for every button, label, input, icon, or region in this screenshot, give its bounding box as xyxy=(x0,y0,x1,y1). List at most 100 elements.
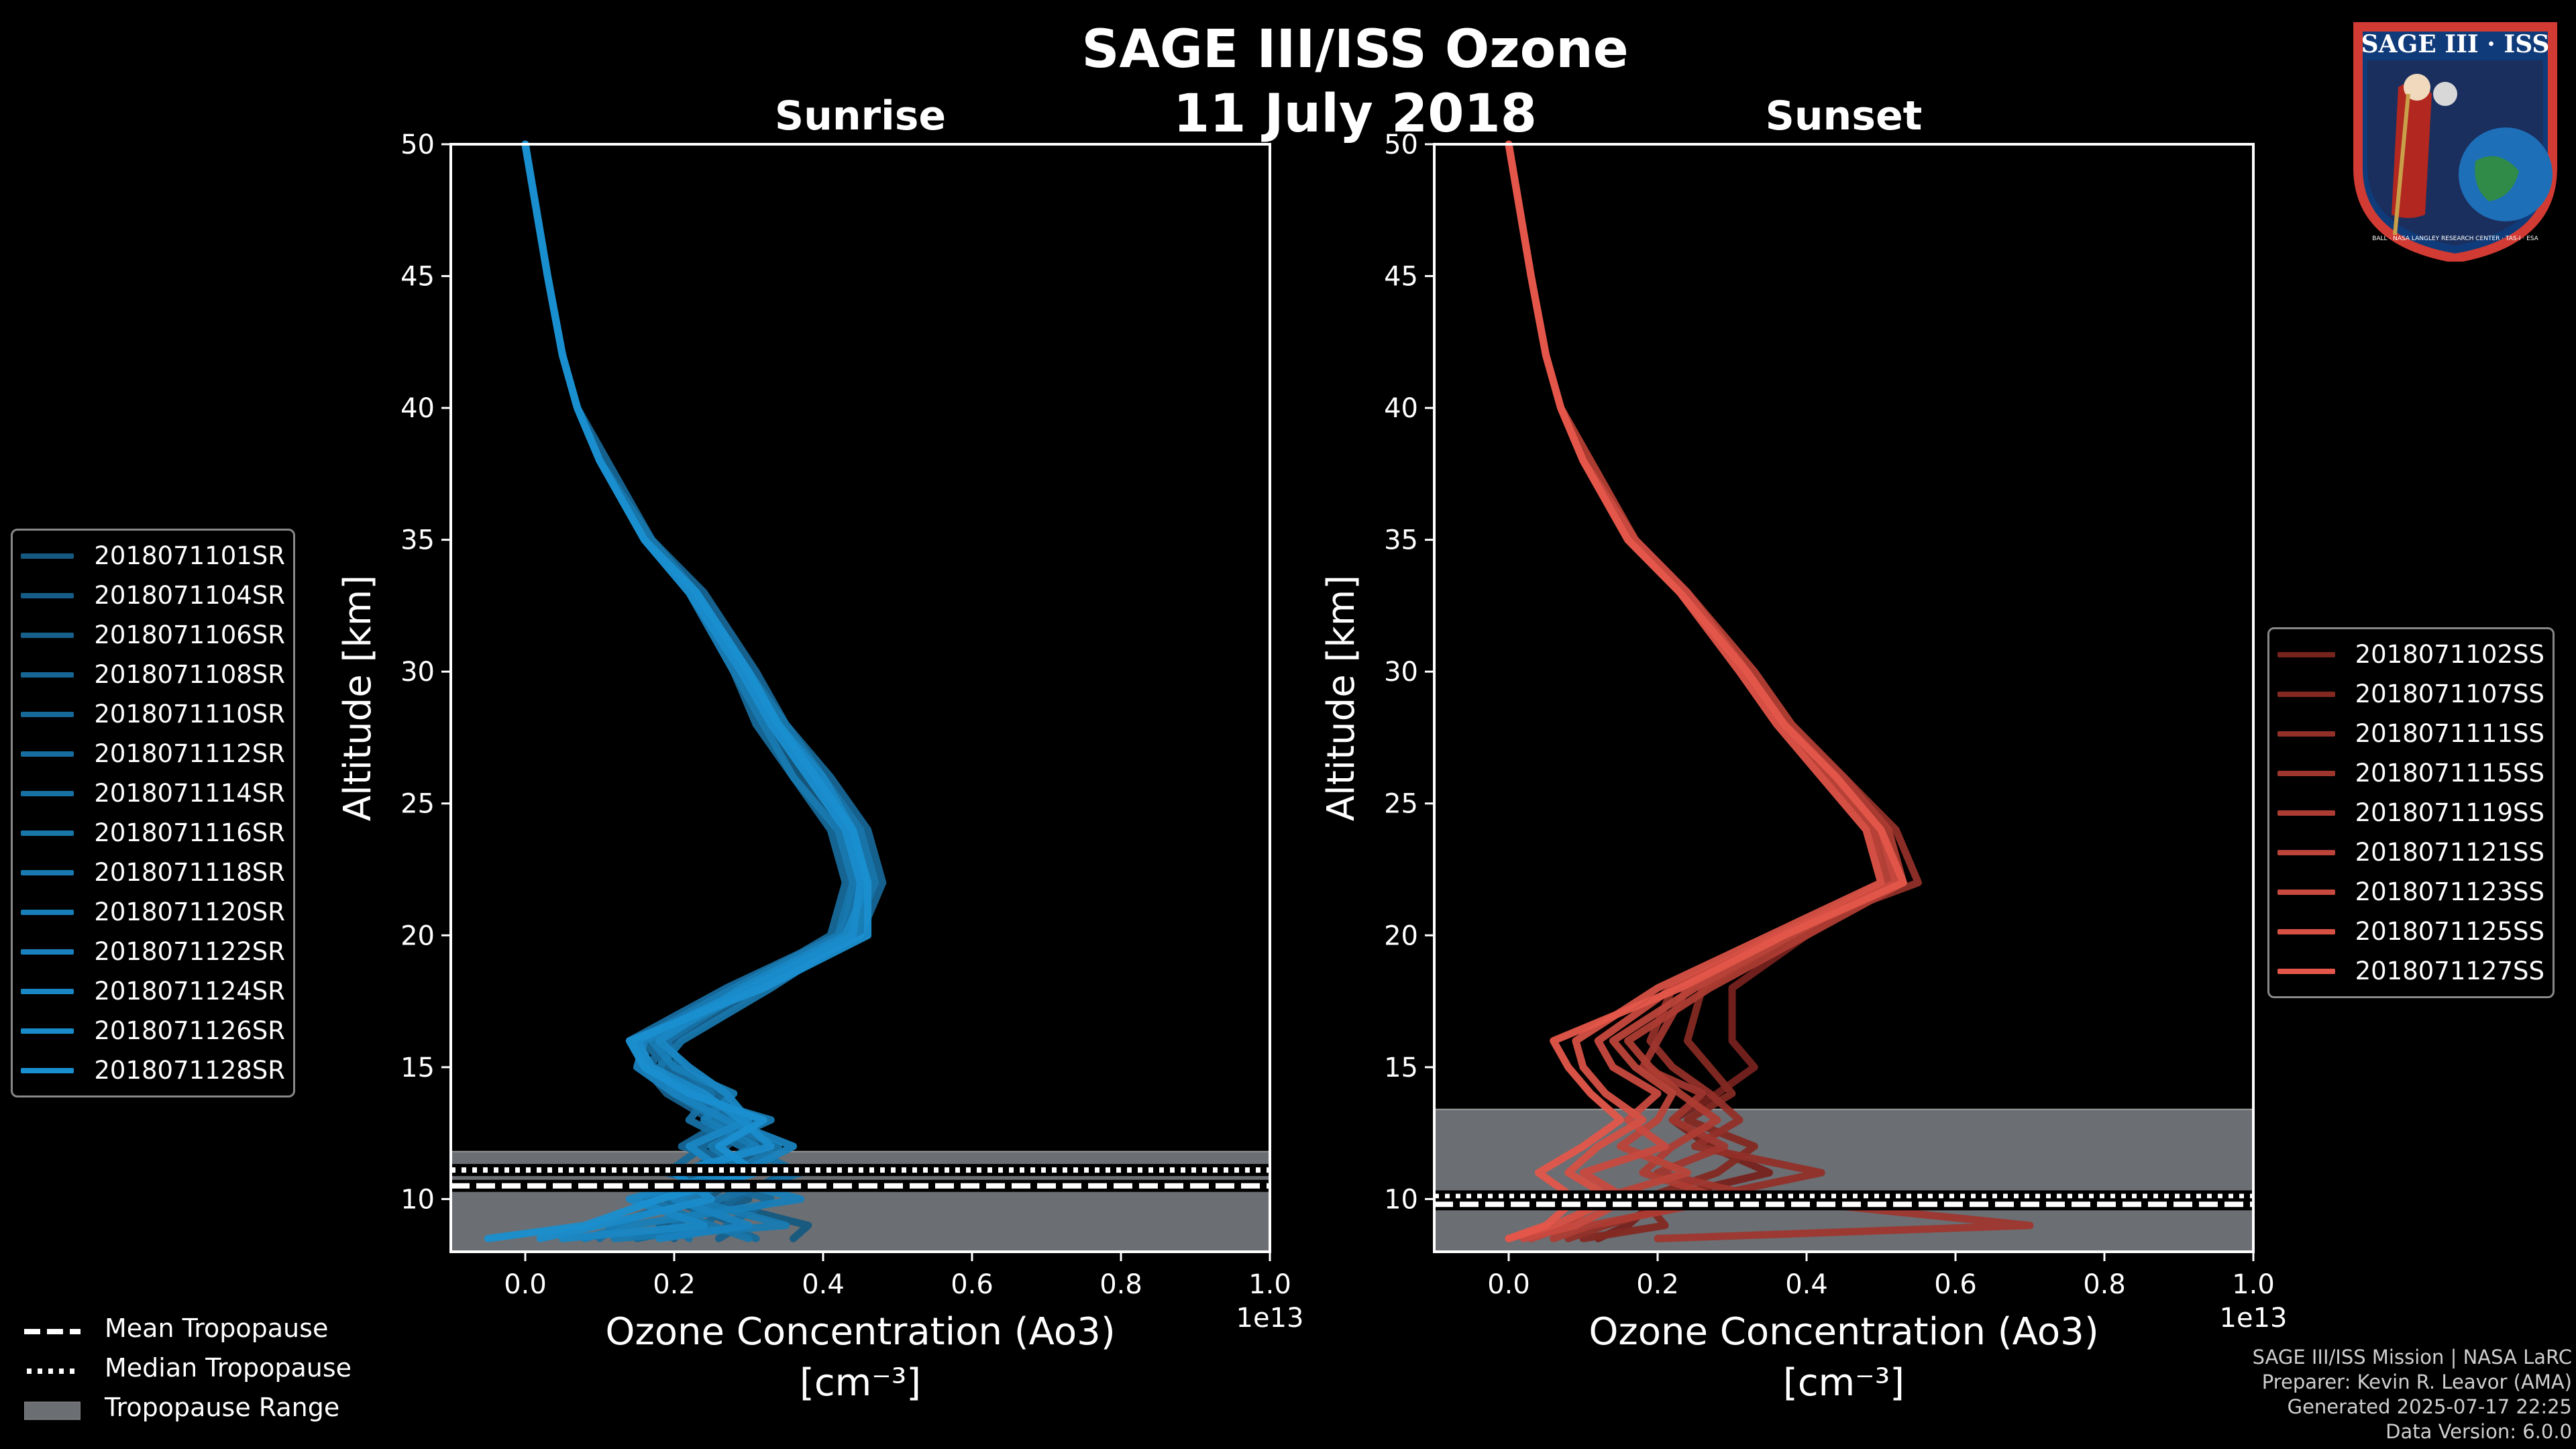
title-line: SAGE III/ISS Ozone xyxy=(1081,19,1629,80)
legend-entry: 2018071112SR xyxy=(21,734,285,773)
legend-swatch xyxy=(2277,968,2335,974)
credit-line: Generated 2025-07-17 22:25 xyxy=(2287,1395,2572,1418)
x-tick-label: 1.0 xyxy=(2232,1269,2275,1300)
legend-entry: 2018071111SS xyxy=(2277,714,2544,753)
legend-swatch xyxy=(21,711,74,717)
legend-swatch xyxy=(21,949,74,955)
series-line-2018071121SS xyxy=(1505,140,1892,1242)
y-tick-label: 35 xyxy=(1384,525,1418,556)
x-tick-label: 0.4 xyxy=(802,1269,845,1300)
legend-swatch xyxy=(2277,889,2335,895)
legend-swatch xyxy=(21,830,74,836)
legend-swatch xyxy=(2277,810,2335,816)
x-axis-label: Ozone Concentration (Ao3) xyxy=(1589,1310,2098,1354)
legend-label: Tropopause Range xyxy=(105,1392,340,1422)
legend-entry: 2018071110SR xyxy=(21,694,285,734)
dotted-line-icon xyxy=(24,1358,80,1378)
legend-label: 2018071126SR xyxy=(94,1016,285,1045)
x-tick-label: 0.8 xyxy=(1099,1269,1142,1300)
legend-swatch xyxy=(21,1028,74,1034)
series-line-2018071125SS xyxy=(1505,140,1885,1242)
x-tick-label: 0.2 xyxy=(1636,1269,1679,1300)
credit-line: SAGE III/ISS Mission | NASA LaRC xyxy=(2252,1346,2572,1368)
x-tick-label: 0.0 xyxy=(504,1269,547,1300)
legend-entry: 2018071107SS xyxy=(2277,674,2544,714)
gray-box-icon xyxy=(23,1397,81,1419)
legend-entry: 2018071123SS xyxy=(2277,872,2544,912)
y-tick-label: 30 xyxy=(400,657,435,688)
legend-swatch xyxy=(21,672,74,678)
series-line-2018071107SS xyxy=(1505,140,1900,1242)
legend-label: 2018071121SS xyxy=(2355,838,2544,867)
legend-label: 2018071124SR xyxy=(94,977,285,1006)
legend-label: 2018071119SS xyxy=(2355,798,2544,827)
y-tick-label: 50 xyxy=(400,129,435,160)
legend-swatch xyxy=(2277,928,2335,934)
sunrise-legend: 2018071101SR 2018071104SR 2018071106SR 2018… xyxy=(11,529,295,1097)
y-axis-label: Altitude [km] xyxy=(336,575,380,821)
legend-entry: 2018071120SR xyxy=(21,892,285,932)
series-line-2018071119SS xyxy=(1505,140,1907,1242)
logo-ring-text: BALL · NASA LANGLEY RESEARCH CENTER · TA… xyxy=(2372,235,2539,242)
legend-swatch xyxy=(21,592,74,598)
legend-label: 2018071101SR xyxy=(94,541,285,570)
legend-label: 2018071110SR xyxy=(94,700,285,729)
legend-entry: 2018071128SR xyxy=(21,1051,285,1090)
legend-swatch xyxy=(2277,691,2335,697)
logo-title: SAGE III · ISS xyxy=(2361,30,2550,58)
legend-label: 2018071118SR xyxy=(94,858,285,887)
legend-label: Mean Tropopause xyxy=(105,1313,329,1343)
legend-entry: 2018071115SS xyxy=(2277,753,2544,793)
legend-entry: 2018071124SR xyxy=(21,971,285,1011)
panel-title: Sunset xyxy=(1766,93,1923,140)
legend-swatch xyxy=(21,751,74,757)
legend-entry: 2018071104SR xyxy=(21,576,285,615)
series-line-2018071108SR xyxy=(521,140,887,1242)
x-axis-unit: [cm⁻³] xyxy=(800,1361,921,1405)
legend-entry: 2018071126SR xyxy=(21,1011,285,1051)
legend-label: 2018071115SS xyxy=(2355,759,2544,788)
legend-swatch xyxy=(21,632,74,638)
legend-label: 2018071127SS xyxy=(2355,957,2544,985)
series-line-2018071123SS xyxy=(1505,140,1900,1242)
legend-label: 2018071106SR xyxy=(94,621,285,649)
panel-sunset: 0.0 0.2 0.4 0.6 0.8 1.0 10 15 20 25 30 35 40 45 50 Suns… xyxy=(1320,93,2287,1405)
x-tick-label: 0.2 xyxy=(653,1269,696,1300)
tropopause-legend: Mean Tropopause Median Tropopause Tropop… xyxy=(23,1308,352,1427)
credits: SAGE III/ISS Mission | NASA LaRC Prepare… xyxy=(2253,1345,2572,1444)
y-tick-label: 10 xyxy=(1384,1184,1418,1215)
series-line-2018071127SS xyxy=(1505,140,1907,1242)
legend-label: 2018071112SR xyxy=(94,739,285,768)
legend-label: 2018071108SR xyxy=(94,660,285,689)
legend-label: 2018071114SR xyxy=(94,779,285,808)
y-tick-label: 40 xyxy=(1384,393,1418,424)
y-tick-label: 20 xyxy=(1384,920,1418,951)
legend-entry: 2018071125SS xyxy=(2277,912,2544,951)
legend-mean-tropopause: Mean Tropopause xyxy=(24,1308,352,1348)
x-tick-label: 0.6 xyxy=(951,1269,994,1300)
x-tick-label: 0.4 xyxy=(1785,1269,1828,1300)
legend-entry: 2018071106SR xyxy=(21,615,285,655)
x-tick-label: 0.8 xyxy=(2083,1269,2126,1300)
axes-frame xyxy=(449,143,1271,1253)
date-line: 11 July 2018 xyxy=(1173,84,1538,144)
legend-label: 2018071111SS xyxy=(2355,719,2544,748)
legend-label: 2018071128SR xyxy=(94,1056,285,1085)
x-offset-text: 1e13 xyxy=(2220,1303,2288,1334)
x-axis-unit: [cm⁻³] xyxy=(1783,1361,1904,1405)
legend-swatch xyxy=(2277,731,2335,737)
legend-entry: 2018071118SR xyxy=(21,853,285,892)
legend-label: 2018071122SR xyxy=(94,937,285,966)
legend-swatch xyxy=(21,909,74,915)
legend-entry: 2018071127SS xyxy=(2277,951,2544,991)
legend-entry: 2018071116SR xyxy=(21,813,285,853)
legend-label: 2018071116SR xyxy=(94,818,285,847)
y-tick-label: 25 xyxy=(400,789,435,820)
mission-logo: SAGE III · ISS BALL · NASA LANGLEY RESEA… xyxy=(2345,13,2566,264)
legend-label: 2018071123SS xyxy=(2355,877,2544,906)
legend-swatch xyxy=(21,790,74,796)
y-axis-label: Altitude [km] xyxy=(1320,575,1363,821)
legend-swatch xyxy=(21,553,74,559)
legend-entry: 2018071108SR xyxy=(21,655,285,694)
